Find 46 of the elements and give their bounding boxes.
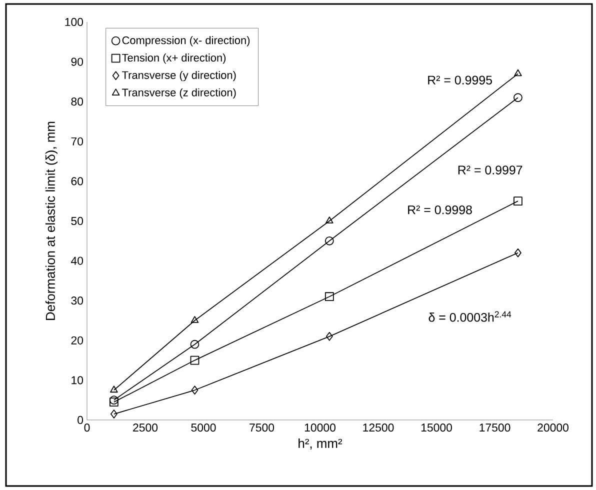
y-tick-label: 40 [71,256,84,265]
point [514,69,522,76]
y-tick-label: 100 [65,18,84,26]
y-tick-label: 50 [71,216,84,226]
point [110,410,118,418]
y-axis-title: Deformation at elastic limit (δ), mm [45,122,58,320]
point [324,292,334,302]
x-tick-label: 12500 [363,424,394,432]
x-tick-label: 15000 [421,424,452,432]
legend-label: Transverse (y direction) [122,70,236,82]
x-axis-title: h², mm² [298,438,342,450]
annotation: R² = 0.9998 [408,205,472,214]
legend-label: Compression (x- direction) [122,36,250,46]
point [326,332,333,341]
point [190,316,199,323]
point [190,340,200,349]
x-tick-label: 7500 [250,424,274,432]
y-tick-label: 0 [78,416,84,424]
x-tick-label: 5000 [191,424,216,432]
point [514,93,522,102]
annotation: R² = 0.9997 [458,166,522,174]
y-tick-label: 30 [71,296,84,305]
point [110,386,118,393]
y-tick-label: 70 [71,137,84,146]
x-tick-label: 10000 [304,424,336,432]
point [324,236,334,246]
point [326,216,334,224]
legend-label: Transverse (z direction) [122,88,236,99]
point [514,248,522,258]
point [190,356,200,365]
y-tick-label: 10 [72,376,84,384]
point [110,398,118,407]
x-tick-label: 17500 [480,424,510,432]
point [110,396,118,405]
x-tick-label: 0 [84,424,90,432]
y-tick-label: 90 [71,58,84,66]
y-tick-label: 60 [71,177,84,186]
annotation: δ = 0.0003h$^{2.44}$ [428,311,512,322]
legend-label: Tension (x+ direction) [122,54,226,64]
x-tick-label: 20000 [538,424,568,432]
y-tick-label: 80 [71,98,84,106]
point [514,196,522,206]
annotation: R² = 0.9995 [428,76,492,85]
point [191,386,198,395]
x-tick-label: 2500 [133,424,158,432]
y-tick-label: 20 [71,336,84,344]
